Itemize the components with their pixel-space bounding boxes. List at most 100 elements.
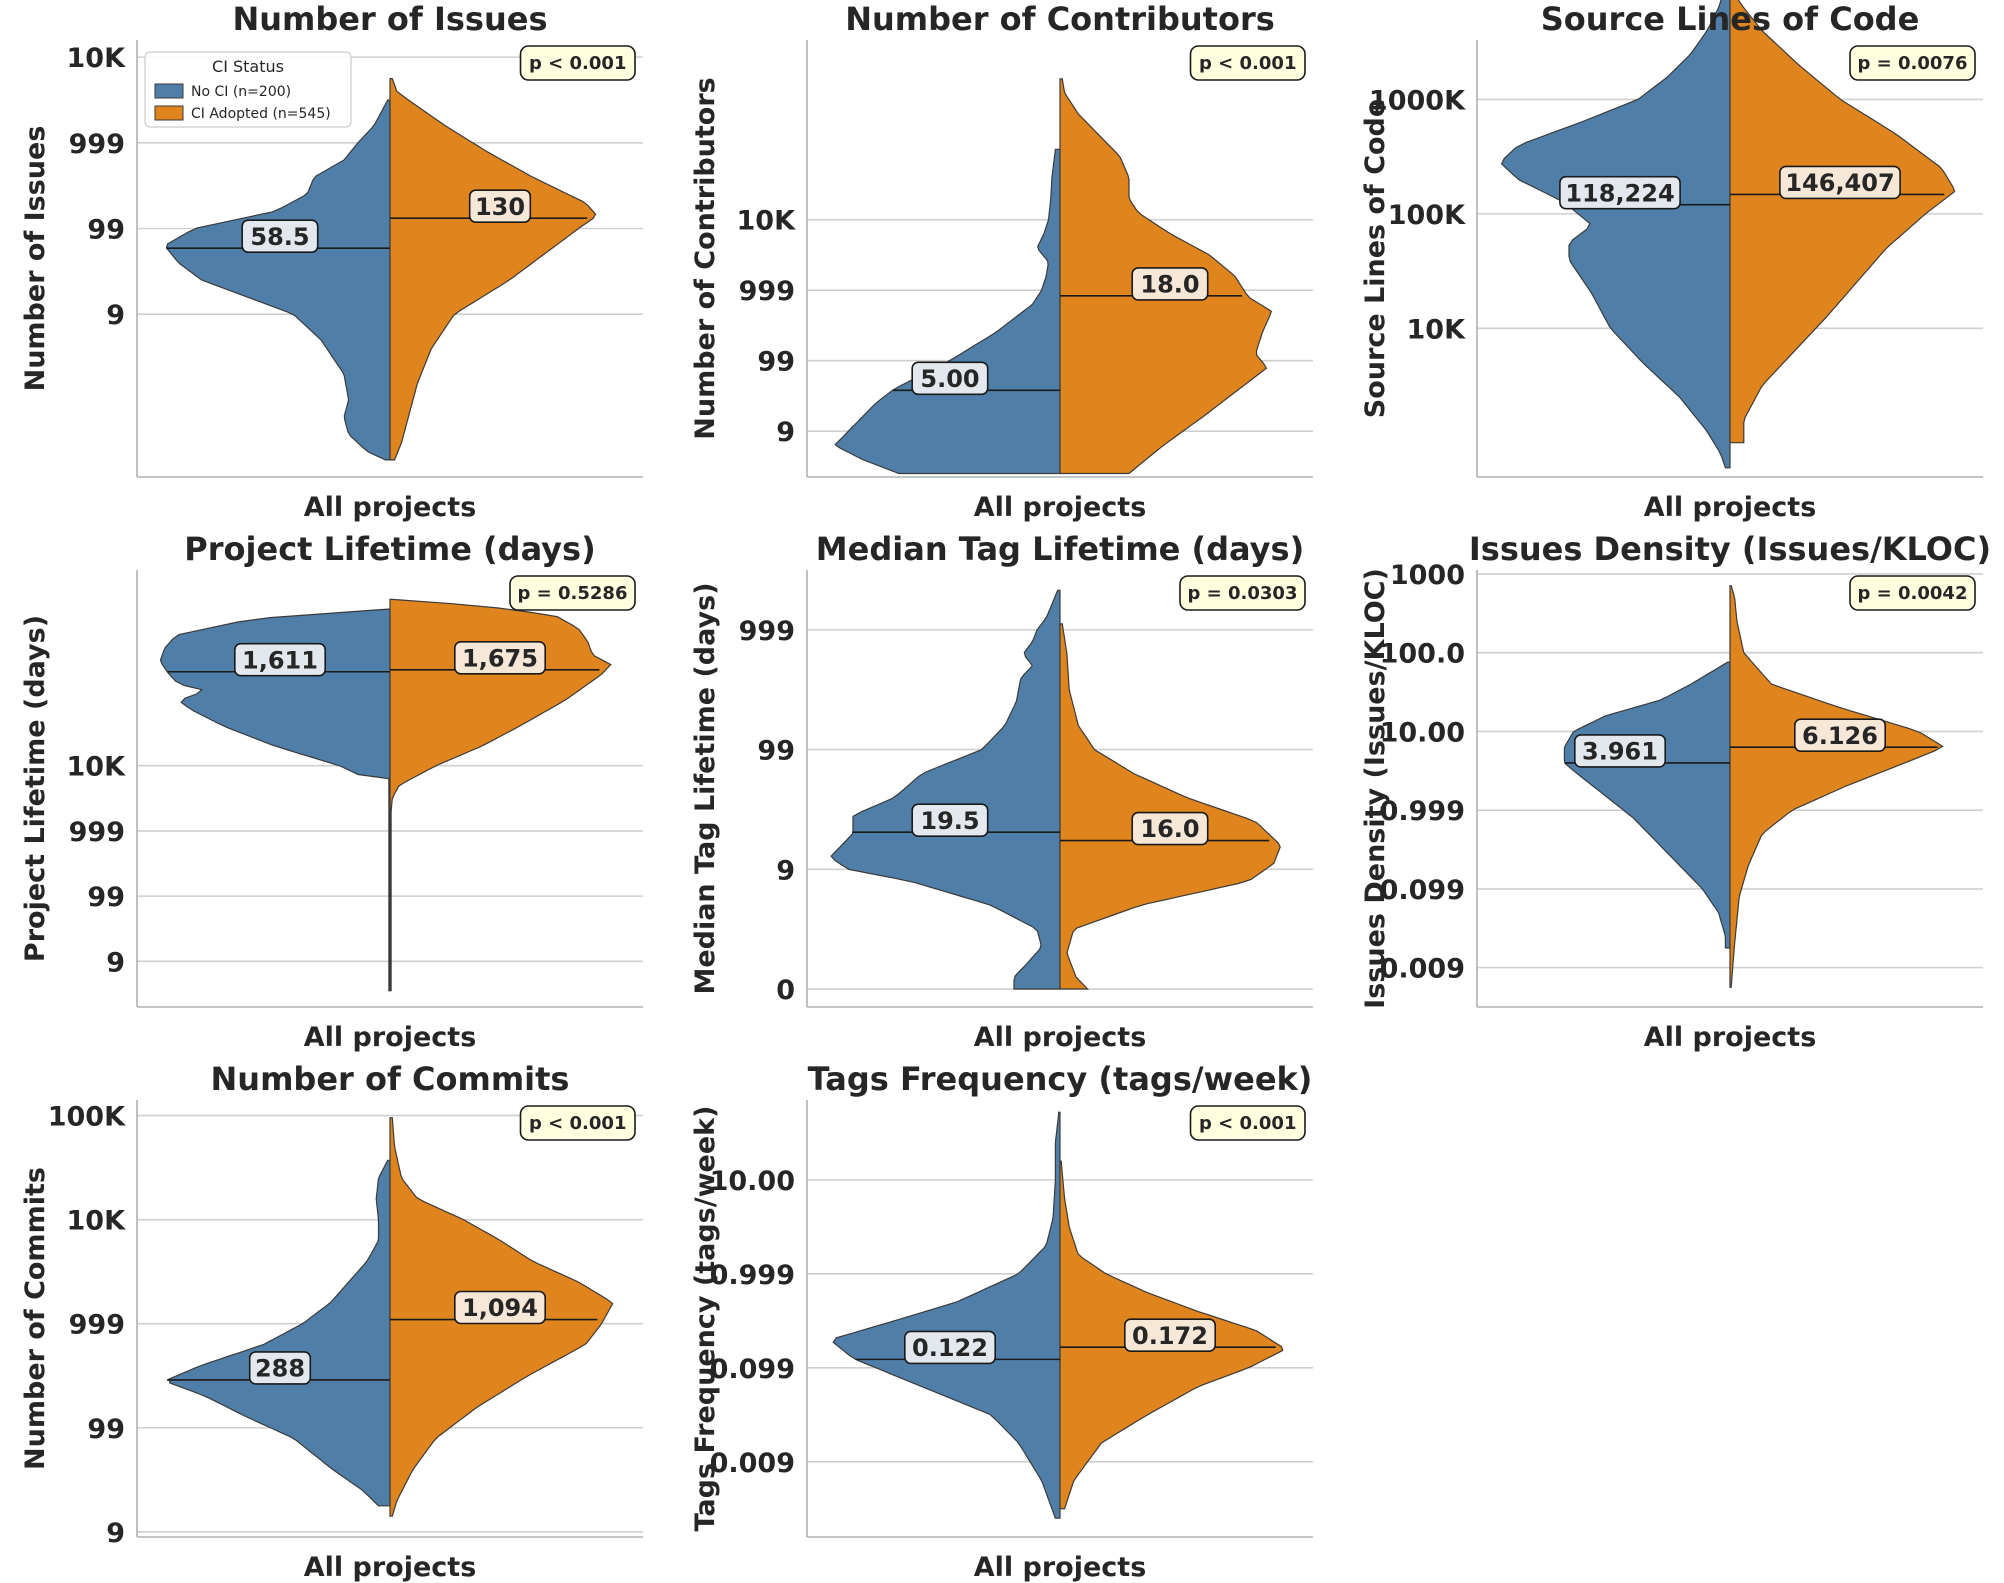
subplot-title: Issues Density (Issues/KLOC)	[1469, 530, 1991, 568]
p-value-box	[1189, 1105, 1306, 1141]
p-value-text: p = 0.0076	[1858, 53, 1968, 74]
median-label-ci-text: 130	[475, 193, 525, 221]
x-axis-label: All projects	[1644, 1022, 1817, 1053]
median-label-no-ci-box	[241, 219, 319, 253]
violin-ci-adopted	[389, 598, 612, 992]
y-tick-label: 0.999	[1380, 796, 1465, 827]
p-value-text: p < 0.001	[529, 53, 626, 74]
median-label-no-ci-text: 288	[255, 1355, 305, 1383]
median-label-no-ci-box	[1559, 175, 1681, 210]
median-label-ci-box	[1131, 811, 1209, 846]
subplot-3: 10K 100K 1000K 118,224 146,407 p = 0.0076 Sour…	[1360, 0, 1983, 523]
median-label-no-ci-text: 19.5	[920, 807, 979, 835]
p-value-box	[1189, 45, 1306, 81]
y-tick-label: 0.009	[1380, 954, 1465, 985]
median-label-ci-box	[453, 1290, 546, 1325]
median-label-ci-text: 1,675	[462, 644, 538, 672]
y-tick-label: 999	[69, 1310, 125, 1341]
y-tick-label: 0.099	[1380, 875, 1465, 906]
y-tick-label: 99	[757, 736, 795, 767]
p-value-box	[519, 1105, 636, 1141]
y-tick-label: 999	[69, 817, 125, 848]
p-value-box	[509, 575, 636, 611]
y-tick-label: 10K	[67, 1206, 127, 1237]
y-tick-label: 1000	[1390, 560, 1465, 591]
y-tick-label: 0.099	[710, 1354, 795, 1385]
y-tick-label: 10.00	[1380, 717, 1465, 748]
p-value-box	[1849, 575, 1976, 611]
y-tick-label: 0	[776, 975, 795, 1006]
x-axis-label: All projects	[974, 492, 1147, 523]
legend-swatch-ci	[154, 105, 184, 121]
violin-no-ci	[830, 589, 1061, 990]
subplot-title: Tags Frequency (tags/week)	[808, 1060, 1313, 1098]
median-label-ci-box	[453, 640, 546, 675]
x-axis-label: All projects	[304, 492, 477, 523]
violin-no-ci	[159, 608, 391, 992]
median-label-no-ci-box	[234, 642, 327, 677]
y-tick-label: 1000K	[1369, 85, 1466, 116]
legend-title: CI Status	[212, 57, 284, 76]
y-tick-label: 10K	[67, 752, 127, 783]
y-tick-label: 0.009	[710, 1448, 795, 1479]
median-label-no-ci-box	[248, 1351, 312, 1385]
median-label-no-ci-box	[911, 361, 989, 396]
violin-ci-adopted	[389, 78, 597, 461]
p-value-box	[1849, 45, 1976, 81]
median-label-ci-box	[1779, 165, 1901, 200]
y-axis-label: Number of Issues	[20, 126, 51, 392]
y-tick-label: 100K	[48, 1102, 126, 1133]
violin-no-ci	[165, 99, 391, 461]
median-label-ci-text: 6.126	[1802, 722, 1878, 750]
legend-label-no-ci: No CI (n=200)	[191, 84, 291, 100]
median-label-ci-box	[1131, 267, 1209, 301]
y-tick-label: 9	[776, 855, 795, 886]
y-axis-label: Number of Contributors	[690, 77, 721, 439]
x-axis-label: All projects	[304, 1022, 477, 1053]
p-value-box	[519, 45, 636, 81]
median-label-no-ci-text: 1,611	[242, 646, 318, 674]
violin-no-ci	[168, 1159, 391, 1507]
p-value-text: p = 0.5286	[518, 583, 628, 604]
p-value-text: p = 0.0042	[1858, 583, 1968, 604]
subplot-6: 0.009 0.099 0.999 10.00 100.0 1000 3.961 6.126 p…	[1360, 530, 1991, 1053]
median-label-ci-text: 0.172	[1132, 1322, 1208, 1350]
legend: CI Status No CI (n=200) CI Adopted (n=545)	[144, 51, 352, 128]
median-label-no-ci-text: 3.961	[1582, 738, 1658, 766]
legend-frame	[144, 51, 352, 128]
y-tick-label: 100K	[1388, 200, 1466, 231]
y-tick-label: 99	[757, 347, 795, 378]
violin-ci-adopted	[1729, 0, 1956, 444]
y-axis-label: Project Lifetime (days)	[20, 615, 51, 962]
median-label-no-ci-box	[903, 1330, 996, 1365]
median-label-no-ci-text: 118,224	[1565, 179, 1674, 207]
subplot-title: Source Lines of Code	[1541, 0, 1920, 38]
y-tick-label: 9	[776, 417, 795, 448]
subplot-title: Number of Contributors	[845, 0, 1275, 38]
y-axis-label: Tags Frequency (tags/week)	[690, 1106, 721, 1532]
subplot-title: Project Lifetime (days)	[184, 530, 595, 568]
x-axis-label: All projects	[1644, 492, 1817, 523]
subplot-8: 0.009 0.099 0.999 10.00 0.122 0.172 p < 0.001 T…	[690, 1060, 1313, 1583]
y-axis-label: Number of Commits	[20, 1167, 51, 1470]
y-tick-label: 99	[87, 215, 125, 246]
y-tick-label: 999	[69, 129, 125, 160]
y-tick-label: 9	[106, 1518, 125, 1549]
subplot-title: Median Tag Lifetime (days)	[816, 530, 1304, 568]
y-tick-label: 10K	[67, 43, 127, 74]
median-label-no-ci-text: 0.122	[912, 1334, 988, 1362]
p-value-text: p < 0.001	[529, 1113, 626, 1134]
violin-no-ci	[832, 1111, 1061, 1519]
y-tick-label: 0.999	[710, 1260, 795, 1291]
x-axis-label: All projects	[304, 1552, 477, 1583]
y-tick-label: 10K	[737, 206, 797, 237]
subplot-title: Number of Issues	[232, 0, 547, 38]
y-tick-label: 100.0	[1380, 639, 1465, 670]
median-label-no-ci-box	[1574, 734, 1667, 768]
median-label-ci-box	[1124, 1318, 1217, 1352]
median-label-ci-text: 18.0	[1140, 270, 1199, 298]
median-label-no-ci-text: 5.00	[920, 365, 979, 393]
